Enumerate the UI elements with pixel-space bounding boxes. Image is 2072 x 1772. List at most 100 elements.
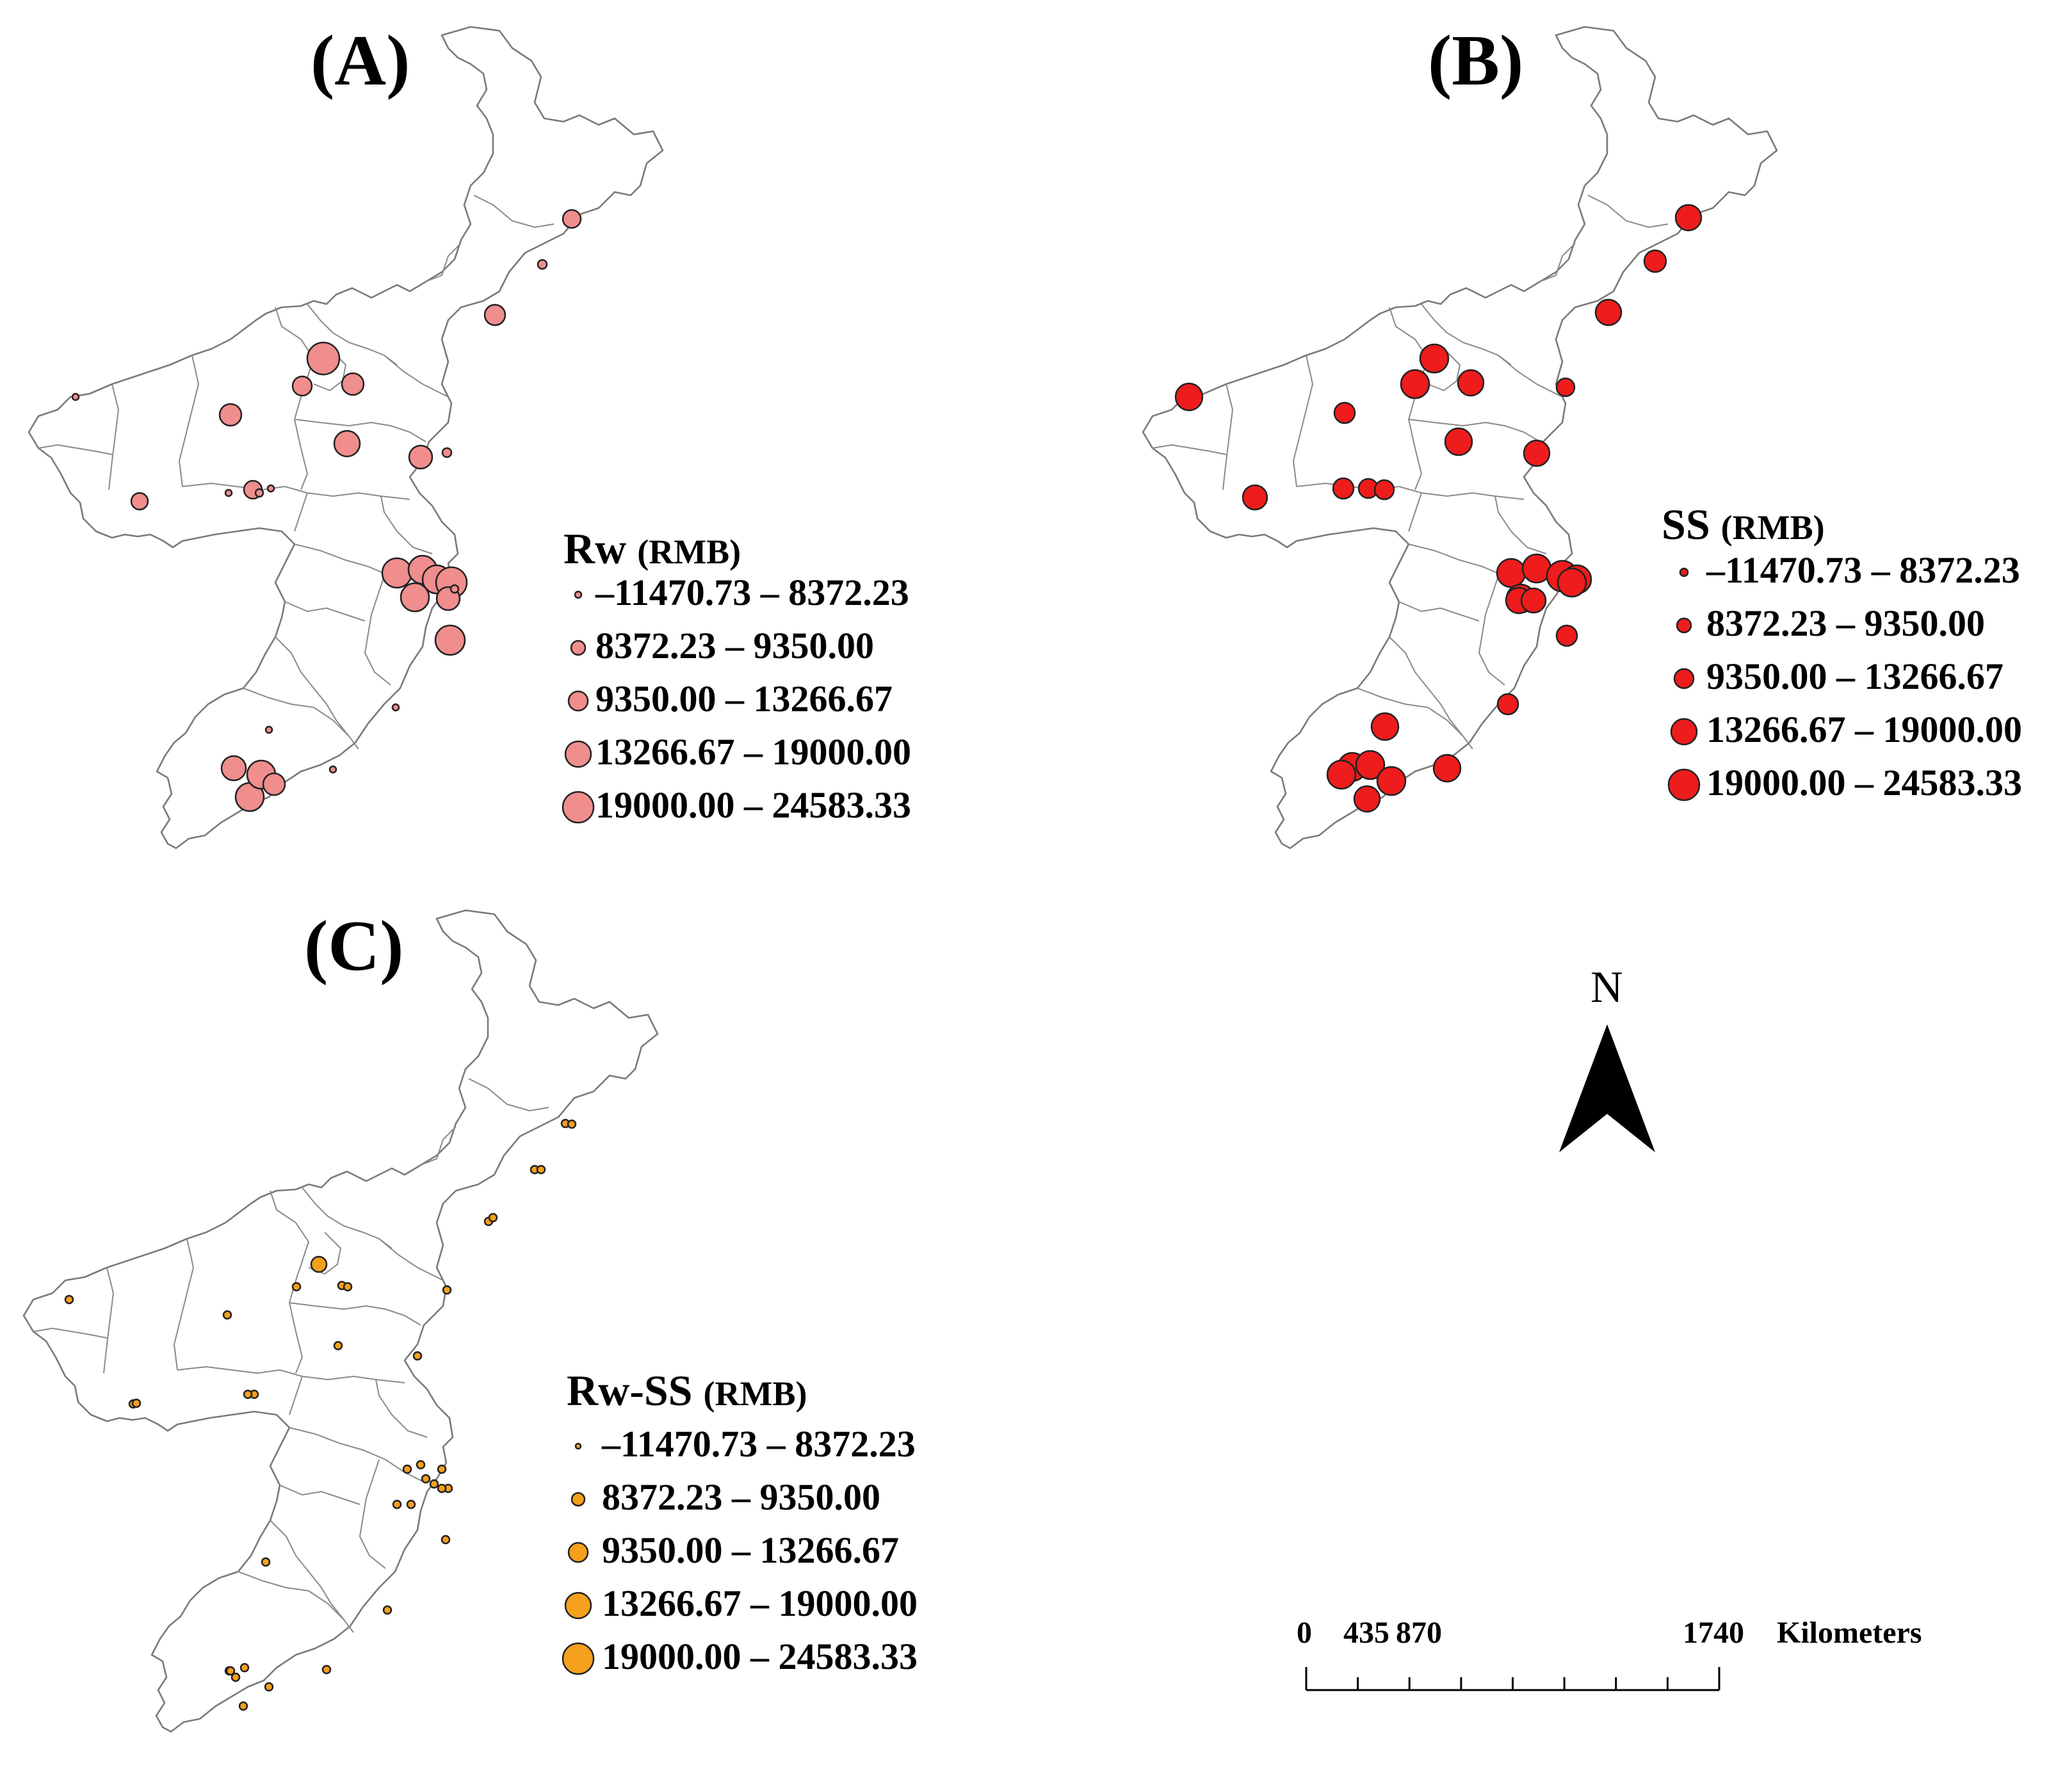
city-symbol (442, 1285, 452, 1295)
legend-label: 9350.00 – 13266.67 (595, 678, 893, 720)
city-symbol (449, 584, 460, 594)
legend-symbol (1676, 617, 1692, 634)
city-symbol (1520, 587, 1547, 614)
city-symbol (264, 1682, 274, 1692)
legend-symbol (564, 740, 592, 768)
scale-unit: Kilometers (1777, 1616, 1922, 1650)
city-symbol (408, 444, 433, 470)
city-symbol (1557, 567, 1587, 598)
panel-b: (B) SS (RMB) –11470.73 – 8372.23 8372.23 … (1142, 21, 2022, 850)
legend-symbol (570, 640, 587, 656)
legend-symbol (574, 590, 583, 599)
legend-label: 19000.00 – 24583.33 (602, 1636, 918, 1677)
legend-title-a: Rw (RMB) (563, 524, 741, 573)
legend-items-c: –11470.73 – 8372.23 8372.23 – 9350.00 9350… (562, 1423, 918, 1677)
legend-symbol (564, 1591, 592, 1620)
city-symbol (1523, 439, 1551, 467)
city-symbol (321, 1664, 332, 1675)
city-symbol (71, 392, 80, 401)
legend-a: Rw (RMB) –11470.73 – 8372.23 8372.23 – 93… (562, 524, 911, 826)
legend-symbol (1670, 718, 1698, 746)
city-symbol (1373, 479, 1395, 501)
legend-b: SS (RMB) –11470.73 – 8372.23 8372.23 – 93… (1662, 500, 2022, 803)
city-symbol (441, 447, 453, 458)
legend-label: –11470.73 – 8372.23 (1706, 549, 2020, 591)
city-symbol (333, 1341, 343, 1351)
legend-symbol (1673, 668, 1695, 689)
legend-label: 9350.00 – 13266.67 (602, 1529, 899, 1571)
city-symbol (437, 1483, 447, 1494)
scale-bar: 0 435 870 1740 Kilometers (1297, 1616, 1922, 1691)
city-symbol (536, 1164, 546, 1175)
city-symbol (1333, 401, 1356, 424)
city-symbol (1326, 759, 1357, 790)
legend-title-b: SS (RMB) (1662, 500, 1825, 549)
city-symbol (291, 1282, 302, 1292)
legend-label: 19000.00 – 24583.33 (595, 784, 911, 826)
city-symbol (1419, 343, 1450, 374)
city-symbol (64, 1294, 74, 1305)
city-symbol (1674, 204, 1703, 232)
city-symbol (488, 1212, 498, 1223)
city-symbol (333, 430, 361, 458)
legend-label: 19000.00 – 24583.33 (1706, 762, 2022, 803)
city-symbol (1555, 377, 1576, 398)
panel-c: (C) Rw-SS (RMB) –11470.73 – 8372.23 8372.… (22, 906, 918, 1733)
city-symbol (441, 1534, 451, 1545)
city-symbol (1353, 785, 1381, 813)
city-symbol (254, 488, 264, 498)
legend-symbol (562, 791, 595, 824)
city-symbol (1376, 766, 1407, 796)
city-symbol (537, 259, 548, 270)
legend-c: Rw-SS (RMB) –11470.73 – 8372.23 8372.23 –… (562, 1366, 918, 1677)
city-symbol (1457, 369, 1485, 397)
city-symbol (562, 209, 582, 229)
north-arrow: N (1559, 963, 1655, 1152)
city-symbol (483, 303, 506, 326)
city-symbol (130, 492, 149, 511)
legend-label: –11470.73 – 8372.23 (595, 572, 909, 613)
city-symbol (306, 341, 341, 376)
legend-symbol (1679, 567, 1689, 577)
panel-label-b: (B) (1428, 21, 1523, 101)
city-symbol (567, 1119, 577, 1129)
legend-label: 8372.23 – 9350.00 (1706, 602, 1985, 644)
city-symbol (400, 582, 430, 613)
city-symbol (381, 557, 413, 589)
legend-label: –11470.73 – 8372.23 (601, 1423, 916, 1465)
legend-items-a: –11470.73 – 8372.23 8372.23 – 9350.00 9350… (562, 572, 911, 826)
legend-symbol (574, 1442, 582, 1450)
city-symbol (1594, 298, 1623, 326)
city-symbol (220, 755, 247, 782)
city-symbol (224, 488, 233, 497)
city-symbol (1370, 712, 1400, 741)
legend-label: 8372.23 – 9350.00 (595, 625, 874, 666)
city-symbol (406, 1499, 416, 1510)
city-symbol (261, 1557, 271, 1567)
city-symbol (225, 1666, 236, 1676)
legend-label: 13266.67 – 19000.00 (595, 731, 911, 773)
map-outline-c (22, 909, 659, 1733)
city-symbol (328, 765, 337, 774)
panel-label-a: (A) (311, 21, 410, 101)
city-symbol (1432, 753, 1462, 783)
city-symbol (437, 1464, 447, 1474)
city-symbol (343, 1282, 353, 1292)
city-symbol (291, 375, 313, 397)
city-symbol (429, 1479, 439, 1489)
legend-symbol (562, 1642, 595, 1675)
city-symbol (412, 1351, 423, 1361)
city-symbol (1496, 693, 1519, 716)
city-symbol (131, 1398, 142, 1408)
panel-label-c: (C) (304, 906, 403, 986)
legend-symbol (571, 1492, 586, 1507)
city-symbol (434, 624, 466, 656)
legend-items-b: –11470.73 – 8372.23 8372.23 – 9350.00 9350… (1667, 549, 2022, 803)
city-symbol (222, 1310, 232, 1320)
city-symbol (1444, 427, 1473, 456)
legend-symbol (567, 1542, 589, 1563)
city-symbol (402, 1464, 412, 1474)
city-symbol (1355, 750, 1386, 780)
scale-tick-label: 870 (1396, 1616, 1442, 1650)
city-symbol (243, 1389, 253, 1399)
